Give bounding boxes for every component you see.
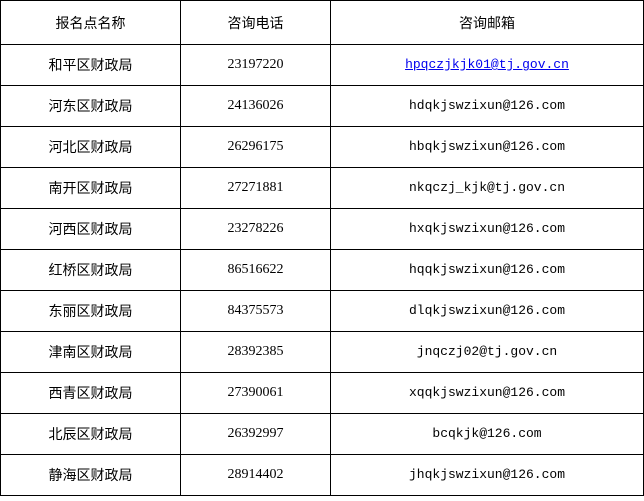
cell-name: 南开区财政局	[1, 168, 181, 209]
table-row: 和平区财政局23197220 hpqczjkjk01@tj.gov.cn	[1, 45, 644, 86]
cell-email: jnqczj02@tj.gov.cn	[331, 332, 644, 373]
header-email: 咨询邮箱	[331, 1, 644, 45]
cell-email: hxqkjswzixun@126.com	[331, 209, 644, 250]
table-row: 北辰区财政局26392997 bcqkjk@126.com	[1, 414, 644, 455]
table-row: 津南区财政局28392385 jnqczj02@tj.gov.cn	[1, 332, 644, 373]
cell-name: 津南区财政局	[1, 332, 181, 373]
cell-name: 河西区财政局	[1, 209, 181, 250]
table-row: 河东区财政局24136026 hdqkjswzixun@126.com	[1, 86, 644, 127]
cell-name: 静海区财政局	[1, 455, 181, 496]
cell-name: 和平区财政局	[1, 45, 181, 86]
cell-name: 西青区财政局	[1, 373, 181, 414]
cell-name: 河东区财政局	[1, 86, 181, 127]
email-text: xqqkjswzixun@126.com	[409, 385, 565, 400]
cell-phone: 27390061	[181, 373, 331, 414]
email-link[interactable]: hpqczjkjk01@tj.gov.cn	[405, 57, 569, 72]
email-text: hbqkjswzixun@126.com	[409, 139, 565, 154]
cell-email: hdqkjswzixun@126.com	[331, 86, 644, 127]
cell-phone: 23197220	[181, 45, 331, 86]
email-text: hdqkjswzixun@126.com	[409, 98, 565, 113]
cell-phone: 26392997	[181, 414, 331, 455]
cell-phone: 24136026	[181, 86, 331, 127]
cell-name: 北辰区财政局	[1, 414, 181, 455]
email-text: dlqkjswzixun@126.com	[409, 303, 565, 318]
table-row: 东丽区财政局84375573 dlqkjswzixun@126.com	[1, 291, 644, 332]
cell-phone: 27271881	[181, 168, 331, 209]
registration-table-container: 报名点名称 咨询电话 咨询邮箱 和平区财政局23197220 hpqczjkjk0…	[0, 0, 644, 496]
email-text: nkqczj_kjk@tj.gov.cn	[409, 180, 565, 195]
cell-email: xqqkjswzixun@126.com	[331, 373, 644, 414]
table-row: 红桥区财政局86516622 hqqkjswzixun@126.com	[1, 250, 644, 291]
cell-phone: 28914402	[181, 455, 331, 496]
cell-name: 河北区财政局	[1, 127, 181, 168]
table-row: 河北区财政局26296175 hbqkjswzixun@126.com	[1, 127, 644, 168]
cell-name: 红桥区财政局	[1, 250, 181, 291]
email-text: jhqkjswzixun@126.com	[409, 467, 565, 482]
email-text: hxqkjswzixun@126.com	[409, 221, 565, 236]
cell-phone: 86516622	[181, 250, 331, 291]
cell-phone: 23278226	[181, 209, 331, 250]
cell-phone: 84375573	[181, 291, 331, 332]
email-text: bcqkjk@126.com	[432, 426, 541, 441]
cell-email: jhqkjswzixun@126.com	[331, 455, 644, 496]
cell-email: hpqczjkjk01@tj.gov.cn	[331, 45, 644, 86]
table-row: 静海区财政局28914402 jhqkjswzixun@126.com	[1, 455, 644, 496]
header-phone: 咨询电话	[181, 1, 331, 45]
email-text: jnqczj02@tj.gov.cn	[417, 344, 557, 359]
table-body: 和平区财政局23197220 hpqczjkjk01@tj.gov.cn 河东区财政…	[1, 45, 644, 496]
header-name: 报名点名称	[1, 1, 181, 45]
table-row: 西青区财政局27390061 xqqkjswzixun@126.com	[1, 373, 644, 414]
cell-email: dlqkjswzixun@126.com	[331, 291, 644, 332]
cell-phone: 26296175	[181, 127, 331, 168]
cell-email: hqqkjswzixun@126.com	[331, 250, 644, 291]
table-row: 河西区财政局23278226 hxqkjswzixun@126.com	[1, 209, 644, 250]
cell-phone: 28392385	[181, 332, 331, 373]
registration-table: 报名点名称 咨询电话 咨询邮箱 和平区财政局23197220 hpqczjkjk0…	[0, 0, 644, 496]
cell-email: hbqkjswzixun@126.com	[331, 127, 644, 168]
cell-email: bcqkjk@126.com	[331, 414, 644, 455]
table-header-row: 报名点名称 咨询电话 咨询邮箱	[1, 1, 644, 45]
cell-email: nkqczj_kjk@tj.gov.cn	[331, 168, 644, 209]
table-row: 南开区财政局27271881 nkqczj_kjk@tj.gov.cn	[1, 168, 644, 209]
email-text: hqqkjswzixun@126.com	[409, 262, 565, 277]
cell-name: 东丽区财政局	[1, 291, 181, 332]
